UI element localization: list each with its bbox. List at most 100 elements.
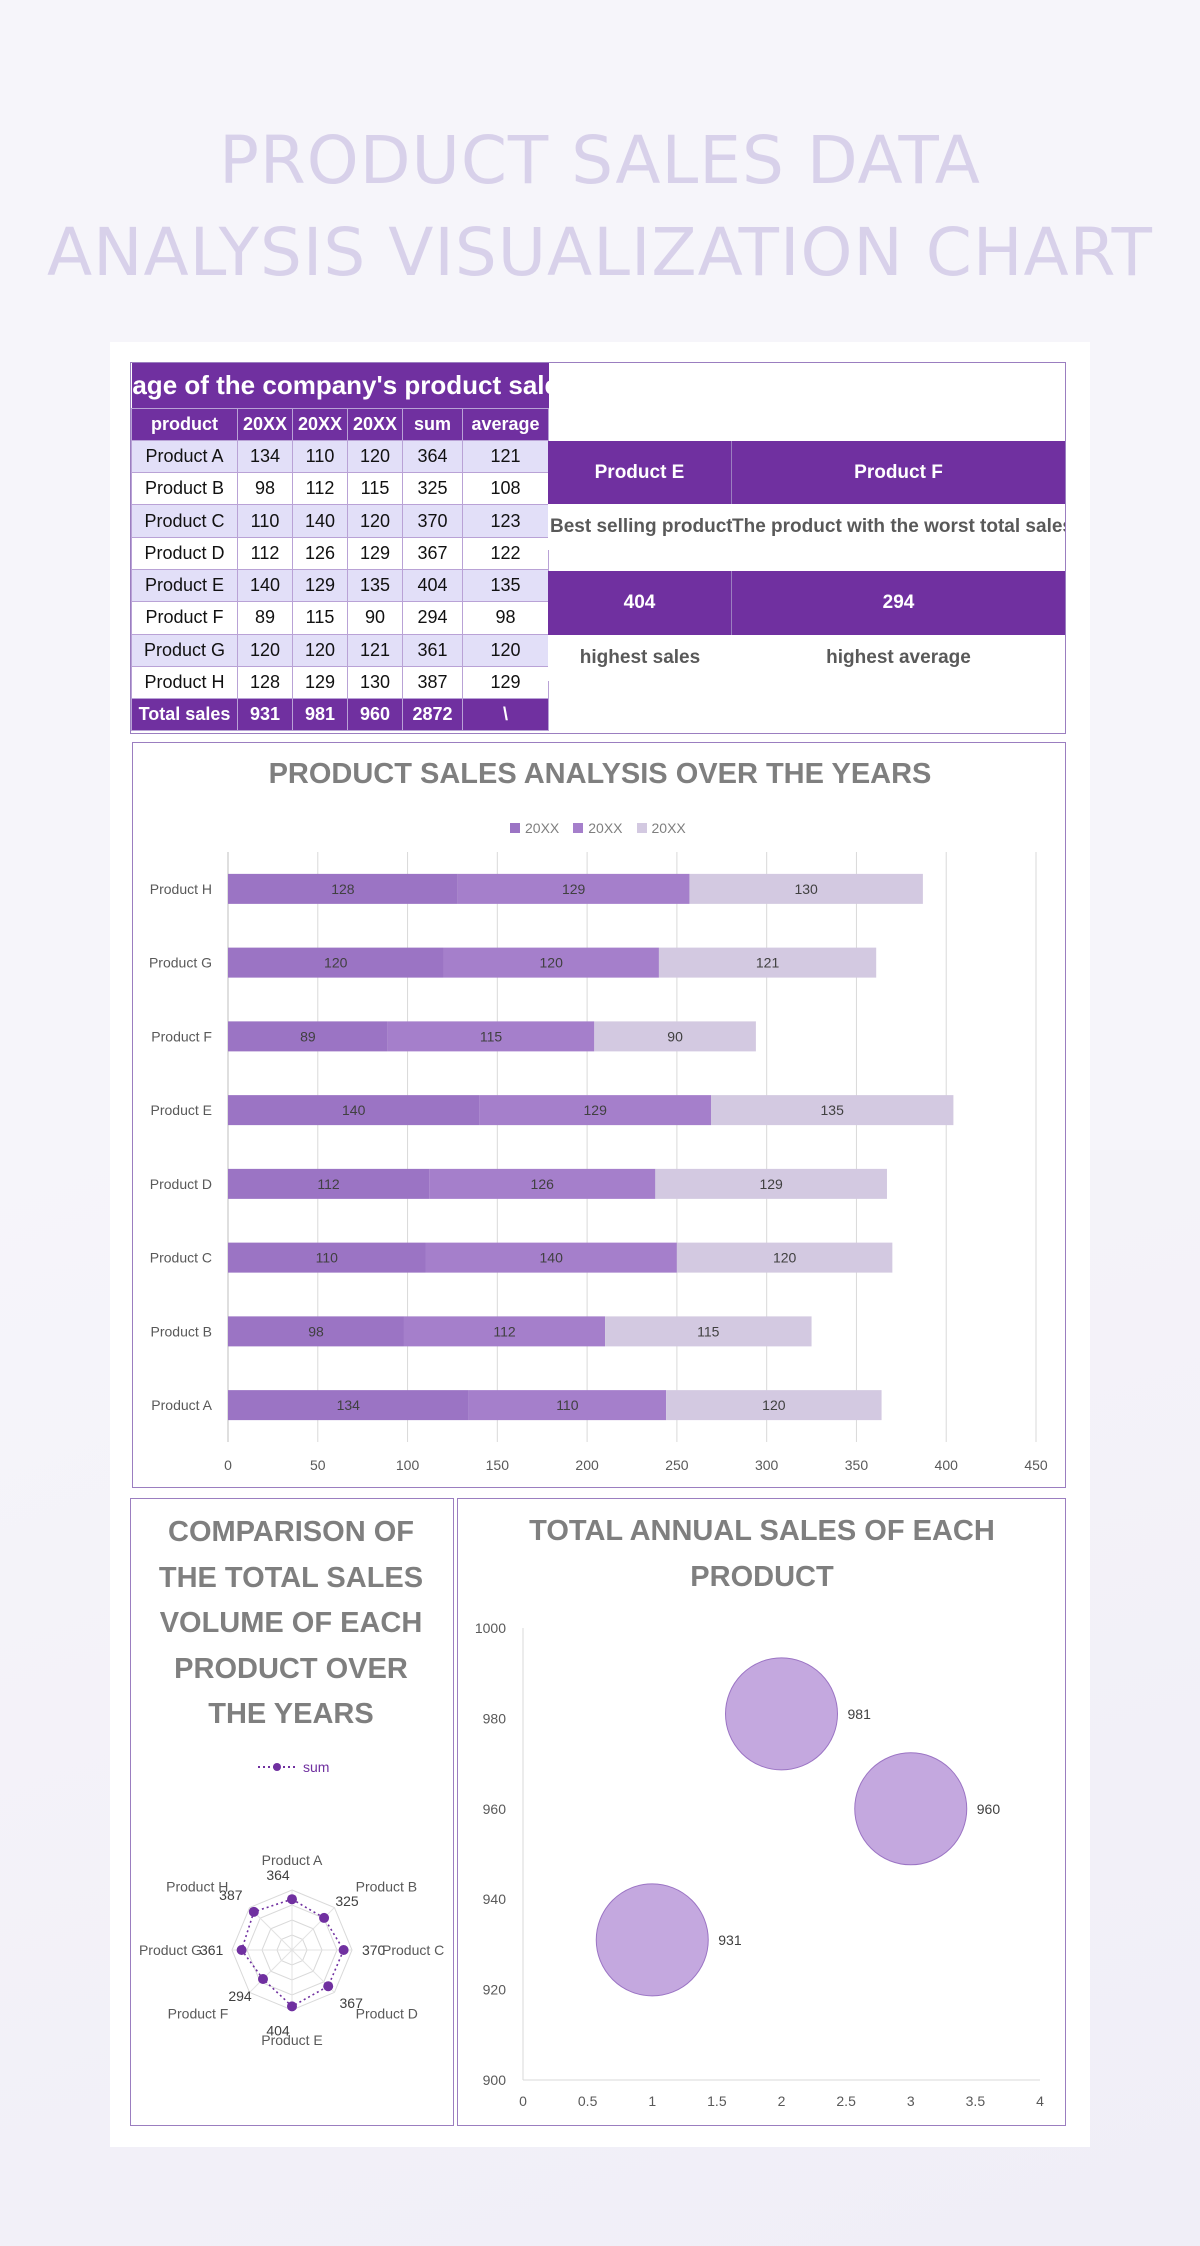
table-cell: 126: [292, 536, 348, 570]
table-cell: 121: [347, 633, 403, 667]
table-cell: 120: [347, 439, 403, 474]
radar-title-line: PRODUCT OVER: [174, 1652, 408, 1685]
table-cell: Product C: [131, 504, 238, 538]
table-cell: 370: [402, 504, 463, 538]
table-cell: 121: [462, 439, 549, 474]
table-row: Product H 128 129 130 387 129: [131, 665, 549, 700]
summary-value-labels-row: highest sales highest average: [548, 635, 1065, 681]
table-cell: 960: [347, 698, 403, 732]
highest-sales-value: 404: [548, 571, 732, 635]
table-cell: Product E: [131, 568, 238, 603]
table-cell: 361: [402, 633, 463, 667]
table-caption: Average of the company's product sales: [131, 363, 549, 408]
table-cell: 135: [462, 568, 549, 603]
bubble-title-line: PRODUCT: [690, 1561, 834, 1593]
table-cell: Product A: [131, 439, 238, 474]
page-title-line-2: ANALYSIS VISUALIZATION CHART: [47, 214, 1153, 291]
table-cell: 129: [292, 568, 348, 603]
table-cell: 931: [237, 698, 293, 732]
bar-chart-legend: 20XX 20XX 20XX: [510, 820, 686, 836]
table-cell: 387: [402, 665, 463, 700]
table-cell: 115: [347, 472, 403, 506]
legend-swatch: [573, 823, 584, 833]
table-cell: 134: [237, 439, 293, 474]
table-cell: 110: [237, 504, 293, 538]
page-title: PRODUCT SALES DATA ANALYSIS VISUALIZATIO…: [0, 115, 1200, 299]
table-cell: 364: [402, 439, 463, 474]
table-header-cell: 20XX: [292, 407, 348, 441]
table-cell: 108: [462, 472, 549, 506]
table-header-cell: average: [462, 407, 549, 441]
legend-label: 20XX: [588, 820, 623, 836]
table-header-cell: 20XX: [237, 407, 293, 441]
table-cell: 129: [462, 665, 549, 700]
table-header-cell: product: [131, 407, 238, 441]
table-caption-row: Average of the company's product sales: [131, 363, 549, 408]
bubble-chart-title: TOTAL ANNUAL SALES OF EACH PRODUCT: [470, 1508, 1054, 1600]
table-cell: 367: [402, 536, 463, 570]
table-cell: 129: [292, 665, 348, 700]
radar-title-line: COMPARISON OF: [168, 1516, 414, 1548]
table-cell: 120: [347, 504, 403, 538]
table-cell: 294: [402, 601, 463, 635]
table-cell: \: [462, 698, 549, 732]
table-cell: Product F: [131, 601, 238, 635]
table-cell: 115: [292, 601, 348, 635]
radar-chart-title: COMPARISON OF THE TOTAL SALES VOLUME OF EA…: [136, 1510, 446, 1738]
table-cell: 129: [347, 536, 403, 570]
summary-descriptions-row: Best selling product The product with th…: [548, 504, 1065, 550]
legend-label: 20XX: [651, 820, 686, 836]
highest-average-label: highest average: [732, 635, 1065, 681]
highest-average-value: 294: [732, 571, 1065, 635]
table-cell: 325: [402, 472, 463, 506]
summary-products-row: Product E Product F: [548, 441, 1065, 504]
table-row: Product F 89 115 90 294 98: [131, 601, 549, 635]
table-cell: 140: [237, 568, 293, 603]
summary-panel: Product E Product F Best selling product…: [548, 363, 1065, 733]
bubble-title-line: TOTAL ANNUAL SALES OF EACH: [529, 1515, 995, 1547]
sales-table: Average of the company's product sales p…: [131, 363, 549, 732]
table-cell: 89: [237, 601, 293, 635]
table-row: Product D 112 126 129 367 122: [131, 536, 549, 570]
table-caption-text: Average of the company's product sales: [132, 369, 549, 400]
legend-item: 20XX: [510, 820, 559, 836]
bar-chart-panel: [132, 742, 1066, 1488]
table-cell: 130: [347, 665, 403, 700]
table-cell: 90: [347, 601, 403, 635]
table-total-row: Total sales 931 981 960 2872 \: [131, 698, 549, 732]
bar-chart-title: PRODUCT SALES ANALYSIS OVER THE YEARS: [268, 758, 932, 790]
highest-sales-label: highest sales: [548, 635, 732, 681]
table-row: Product C 110 140 120 370 123: [131, 504, 549, 538]
radar-chart-panel: [130, 1498, 454, 2126]
table-cell: Product D: [131, 536, 238, 570]
radar-title-line: VOLUME OF EACH: [159, 1607, 423, 1639]
table-cell: 2872: [402, 698, 463, 732]
legend-item: 20XX: [636, 820, 686, 836]
table-cell: 981: [292, 698, 348, 732]
table-cell: 120: [462, 633, 549, 667]
legend-label: 20XX: [525, 820, 560, 836]
worst-product-label: The product with the worst total sales: [732, 504, 1065, 550]
table-cell: 120: [292, 633, 348, 667]
legend-item: 20XX: [573, 820, 623, 836]
radar-title-line: THE YEARS: [208, 1698, 374, 1730]
table-row: Product B 98 112 115 325 108: [131, 472, 549, 506]
legend-swatch: [636, 823, 647, 833]
summary-block-frame: [130, 362, 1066, 734]
table-cell: Product G: [131, 633, 238, 667]
radar-title-line: THE TOTAL SALES: [158, 1561, 424, 1594]
table-cell: 112: [237, 536, 293, 570]
summary-values-row: 404 294: [548, 571, 1065, 635]
legend-swatch: [510, 823, 520, 833]
table-cell: 98: [462, 601, 549, 635]
table-cell: 120: [237, 633, 293, 667]
page-title-line-1: PRODUCT SALES DATA: [219, 122, 981, 199]
table-row: Product G 120 120 121 361 120: [131, 633, 549, 667]
table-cell: 123: [462, 504, 549, 538]
table-cell: 110: [292, 439, 348, 474]
table-header-cell: 20XX: [347, 407, 403, 441]
best-product-label: Best selling product: [548, 504, 732, 550]
worst-product-name: Product F: [732, 441, 1065, 504]
table-cell: Product H: [131, 665, 238, 700]
best-product-name: Product E: [548, 441, 732, 504]
